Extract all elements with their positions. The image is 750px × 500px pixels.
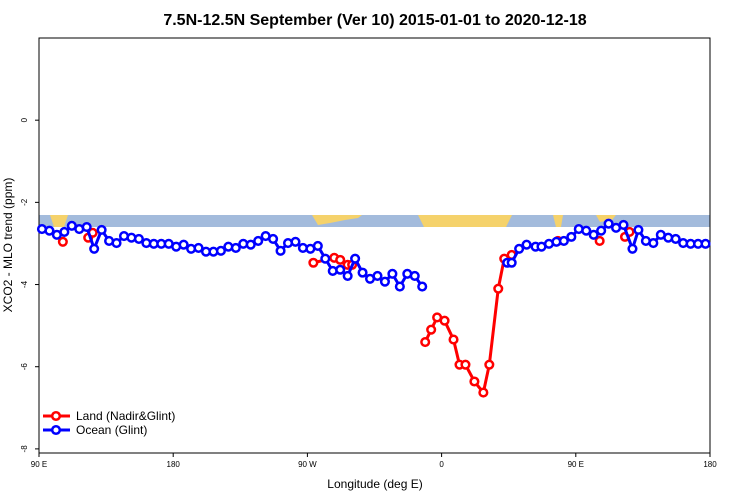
y-axis-label: XCO2 - MLO trend (ppm) xyxy=(1,178,15,313)
data-point xyxy=(588,229,599,240)
x-tick-label: 90 E xyxy=(568,460,584,469)
data-point xyxy=(594,235,605,247)
legend-marker xyxy=(50,424,62,436)
data-point xyxy=(558,235,569,247)
data-point xyxy=(193,242,204,254)
land-strip xyxy=(596,215,616,222)
data-point xyxy=(596,225,607,236)
land-strip xyxy=(418,215,512,227)
land-ocean-strip xyxy=(39,215,710,227)
data-point xyxy=(59,226,70,237)
y-tick-label: -6 xyxy=(20,363,29,371)
legend-label: Ocean (Glint) xyxy=(76,423,147,437)
land-strip xyxy=(553,215,563,227)
plot-frame xyxy=(38,37,711,454)
data-point xyxy=(581,225,592,236)
data-point xyxy=(57,236,68,247)
x-tick-label: 180 xyxy=(167,460,181,469)
data-point xyxy=(493,283,504,294)
data-point xyxy=(133,233,144,244)
data-point xyxy=(478,387,489,398)
data-point xyxy=(268,233,279,244)
data-point xyxy=(96,224,107,235)
data-point xyxy=(603,218,614,229)
data-point xyxy=(387,268,398,279)
data-point xyxy=(439,315,450,326)
data-point xyxy=(417,281,428,292)
data-point xyxy=(290,236,301,247)
data-point xyxy=(350,253,361,264)
data-point xyxy=(426,324,437,335)
data-point xyxy=(342,270,353,281)
data-point xyxy=(618,219,629,231)
y-tick-label: -4 xyxy=(20,280,29,288)
data-point xyxy=(448,334,459,345)
data-point xyxy=(312,240,323,251)
data-point xyxy=(648,237,659,249)
data-point xyxy=(633,224,644,235)
data-point xyxy=(670,233,681,244)
x-tick-label: 90 E xyxy=(31,460,47,469)
land-strip xyxy=(50,215,68,227)
data-point xyxy=(253,235,264,247)
data-point xyxy=(178,239,189,250)
data-point xyxy=(420,337,431,348)
y-tick-label: -8 xyxy=(20,445,29,453)
data-point xyxy=(335,254,346,265)
chart-title: 7.5N-12.5N September (Ver 10) 2015-01-01… xyxy=(163,12,586,29)
data-point xyxy=(409,270,420,281)
data-point xyxy=(394,281,405,292)
ocean-strip xyxy=(39,215,710,227)
y-tick-label: 0 xyxy=(20,117,29,122)
data-point xyxy=(111,237,122,249)
data-point xyxy=(379,276,390,287)
data-point xyxy=(357,267,368,278)
data-point xyxy=(484,359,495,370)
data-point xyxy=(89,243,100,254)
data-point xyxy=(335,264,346,275)
data-point xyxy=(275,245,286,256)
data-point xyxy=(215,245,226,256)
data-point xyxy=(700,238,711,249)
data-point xyxy=(308,257,319,268)
data-point xyxy=(81,221,92,233)
x-tick-label: 0 xyxy=(439,460,444,469)
x-tick-label: 90 W xyxy=(298,460,317,469)
data-point xyxy=(44,225,55,236)
data-point xyxy=(320,253,331,264)
data-point xyxy=(506,257,517,268)
y-tick-label: -2 xyxy=(20,198,29,206)
data-point xyxy=(566,231,577,242)
legend-marker xyxy=(50,410,62,422)
x-tick-label: 180 xyxy=(703,460,717,469)
data-point xyxy=(372,270,383,281)
land-strip xyxy=(312,215,362,225)
data-point xyxy=(460,359,471,370)
series-line xyxy=(423,253,513,396)
x-axis-label: Longitude (deg E) xyxy=(327,477,422,491)
data-point xyxy=(521,239,532,250)
data-point xyxy=(627,243,638,254)
data-point xyxy=(230,242,241,254)
data-point xyxy=(245,239,256,250)
legend-label: Land (Nadir&Glint) xyxy=(76,409,175,423)
data-point xyxy=(469,376,480,387)
data-point xyxy=(514,243,525,254)
